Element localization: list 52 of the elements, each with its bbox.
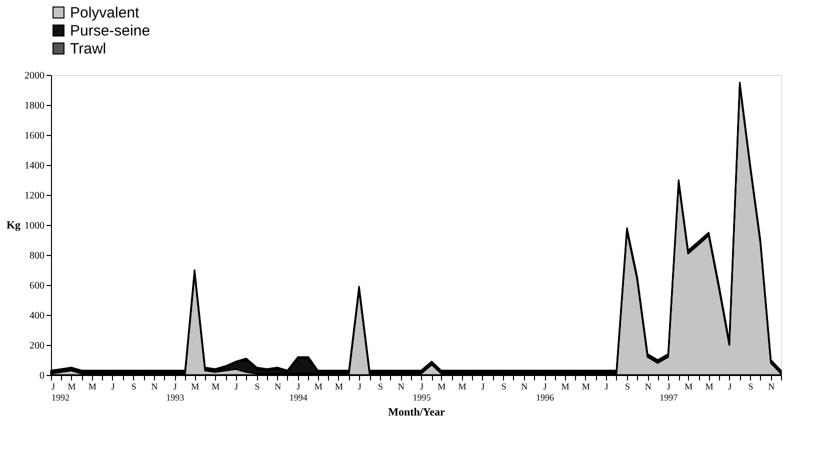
x-tick-label: M — [561, 382, 570, 392]
x-tick-label: J — [481, 382, 486, 392]
y-tick-label: 1600 — [24, 130, 44, 142]
legend-label: Trawl — [70, 40, 106, 58]
x-tick-label: M — [191, 382, 200, 392]
y-tick-label: 800 — [30, 250, 44, 262]
x-tick-label: M — [582, 382, 590, 392]
x-axis-title: Month/Year — [388, 406, 446, 418]
x-tick-label: M — [314, 382, 322, 392]
x-tick-label: N — [274, 382, 282, 392]
x-tick-label: S — [254, 382, 260, 392]
x-tick-label: M — [212, 382, 220, 392]
x-tick-label: J — [604, 382, 609, 392]
x-tick-label: S — [378, 382, 384, 392]
x-tick-label: M — [334, 382, 343, 392]
x-tick-label: M — [705, 382, 714, 392]
x-tick-label: J 1993 — [166, 382, 185, 402]
y-axis-title: Kg — [6, 220, 21, 232]
y-tick-label: 1400 — [24, 160, 44, 172]
x-tick-label: S — [748, 382, 754, 392]
x-tick-label: J 1994 — [289, 382, 308, 402]
x-tick-label: J 1997 — [660, 382, 678, 402]
x-tick-label: J — [358, 382, 362, 392]
x-tick-label: J 1995 — [412, 382, 432, 402]
x-tick-label: S — [624, 382, 630, 392]
x-tick-label: S — [131, 382, 136, 392]
x-tick-label: M — [438, 382, 446, 392]
x-tick-label: N — [644, 382, 652, 392]
y-tick-label: 0 — [40, 370, 44, 382]
x-tick-label: J — [234, 382, 239, 392]
x-tick-label: J — [728, 382, 732, 392]
y-tick-label: 1800 — [24, 100, 44, 112]
y-tick-label: 1200 — [24, 190, 44, 202]
x-tick-label: N — [151, 382, 158, 392]
x-tick-label: M — [88, 382, 96, 392]
x-tick-label: M — [68, 382, 76, 392]
y-tick-label: 1000 — [24, 220, 44, 232]
x-tick-label: N — [768, 382, 776, 392]
y-tick-label: 200 — [30, 340, 44, 352]
x-tick-label: N — [521, 382, 528, 392]
y-tick-label: 2000 — [24, 70, 44, 82]
x-tick-label: J — [111, 382, 116, 392]
x-tick-label: J 1996 — [536, 382, 555, 402]
x-tick-label: M — [458, 382, 466, 392]
y-tick-label: 600 — [30, 280, 44, 292]
y-tick-label: 400 — [30, 310, 44, 322]
x-tick-label: N — [398, 382, 405, 392]
x-tick-label: S — [501, 382, 506, 392]
x-tick-label: M — [684, 382, 693, 392]
x-tick-label: J 1992 — [52, 382, 70, 402]
legend-label: Purse-seine — [70, 22, 150, 40]
legend-label: Polyvalent — [70, 4, 140, 22]
